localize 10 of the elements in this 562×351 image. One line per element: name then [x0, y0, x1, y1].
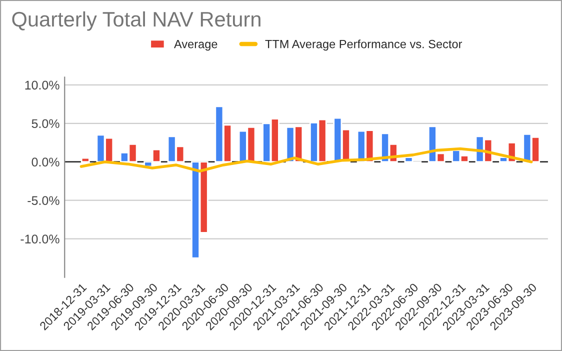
line-series — [80, 147, 533, 172]
y-tick-label: 5.0% — [32, 119, 60, 128]
legend-label: TTM Average Performance vs. Sector — [265, 40, 462, 51]
y-tick-label: 10.0% — [25, 80, 60, 90]
y-tick-label: 0.0% — [32, 158, 60, 167]
bar — [80, 157, 90, 163]
y-tick-label: -5.0% — [28, 196, 60, 205]
legend-label: Average — [174, 40, 218, 51]
chart-title: Quarterly Total NAV Return — [12, 11, 260, 31]
y-tick-label: -10.0% — [20, 234, 60, 244]
